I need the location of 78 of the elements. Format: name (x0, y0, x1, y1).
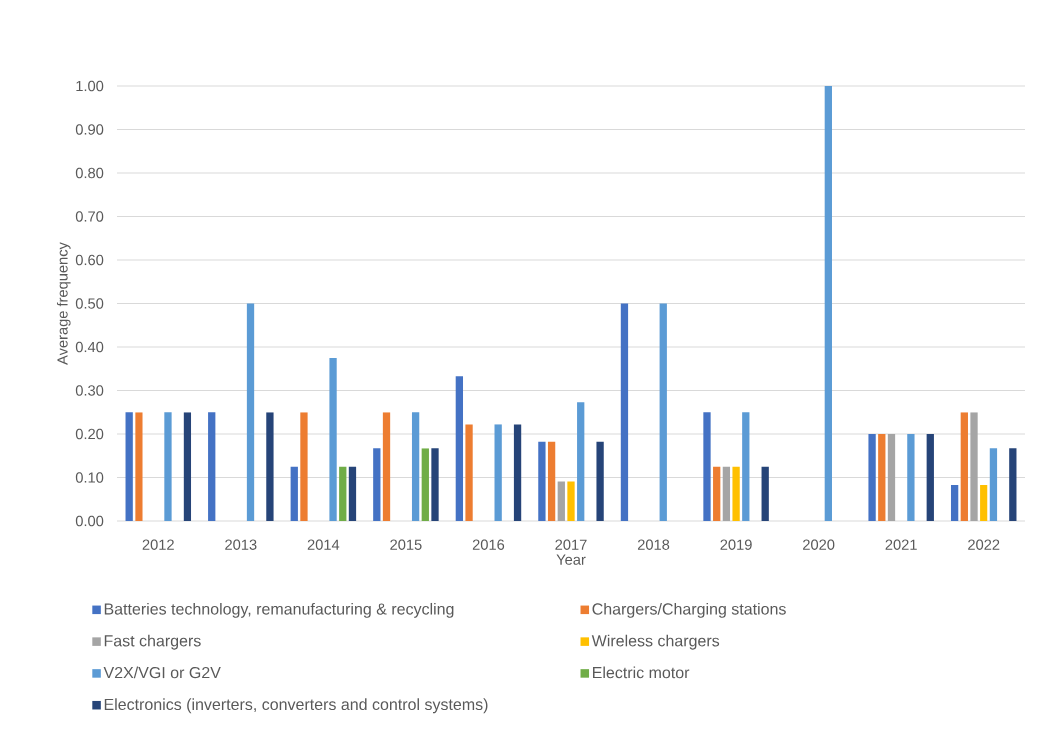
bar (135, 412, 143, 521)
y-tick-label: 0.40 (75, 341, 104, 353)
legend-label: Electric motor (593, 666, 690, 679)
x-tick-label: 2019 (720, 539, 752, 550)
bar (742, 412, 750, 521)
x-axis-title: Year (556, 554, 586, 565)
bar (290, 466, 298, 521)
bar (659, 303, 667, 521)
bar (208, 412, 216, 521)
bar (824, 86, 832, 521)
y-tick-label: 0.70 (75, 211, 104, 222)
x-tick-label: 2013 (225, 539, 257, 550)
legend-label: Batteries technology, remanufacturing & recycling (104, 602, 454, 618)
bar (266, 412, 274, 521)
y-tick-label: 0.00 (75, 515, 104, 527)
bar (577, 402, 585, 521)
y-tick-label: 0.50 (75, 298, 104, 309)
x-tick-label: 2012 (142, 539, 174, 550)
bar (125, 412, 133, 521)
y-tick-label: 0.60 (75, 254, 104, 266)
bar (761, 466, 769, 521)
bar (950, 484, 959, 521)
y-tick-label: 0.90 (75, 124, 104, 135)
legend-label: Electronics (inverters, converters and control systems) (104, 698, 488, 714)
x-tick-label: 2020 (803, 539, 835, 550)
bar (465, 424, 473, 521)
bar (455, 376, 464, 521)
bar (596, 441, 604, 521)
bar (411, 412, 420, 521)
bar (567, 481, 575, 521)
bar (348, 466, 357, 521)
bar (907, 434, 915, 521)
x-tick-label: 2017 (555, 539, 587, 550)
bar (339, 466, 347, 521)
bar (382, 412, 391, 521)
bar (887, 434, 896, 521)
bar (620, 303, 629, 521)
x-tick-label: 2022 (968, 539, 1000, 550)
bar (868, 434, 876, 521)
bar (557, 481, 565, 521)
bar (970, 412, 978, 521)
x-tick-label: 2014 (307, 539, 340, 550)
legend-label: Chargers/Charging stations (592, 602, 786, 618)
bar (246, 303, 255, 521)
legend-label: Wireless chargers (591, 634, 720, 650)
bar (513, 424, 522, 521)
bar (373, 448, 381, 521)
bar (421, 448, 429, 521)
bar (722, 466, 731, 521)
x-tick-label: 2015 (390, 539, 422, 550)
y-tick-label: 0.10 (75, 472, 104, 483)
y-tick-label: 0.20 (75, 428, 104, 440)
bar (980, 484, 988, 521)
bar (329, 357, 337, 521)
y-tick-label: 0.30 (75, 385, 104, 396)
x-tick-label: 2021 (885, 539, 917, 550)
bar (547, 441, 556, 521)
bar (300, 412, 308, 521)
legend-label: V2X/VGI or G2V (103, 666, 221, 679)
bar (989, 448, 998, 521)
bar (713, 466, 721, 521)
bar (960, 412, 968, 521)
y-axis-title: Average frequency (56, 242, 71, 365)
bar (1009, 448, 1017, 521)
bar (926, 434, 934, 521)
x-tick-label: 2016 (472, 539, 505, 550)
x-tick-label: 2018 (637, 539, 670, 550)
bar (703, 412, 711, 521)
bar (183, 412, 192, 521)
y-tick-label: 1.00 (76, 80, 104, 92)
bar (431, 448, 439, 521)
bar (494, 424, 502, 521)
bar (164, 412, 172, 521)
bar (732, 466, 740, 521)
legend-label: Fast chargers (104, 634, 201, 650)
bar (538, 441, 546, 521)
bar (878, 434, 886, 521)
y-tick-label: 0.80 (75, 167, 104, 179)
